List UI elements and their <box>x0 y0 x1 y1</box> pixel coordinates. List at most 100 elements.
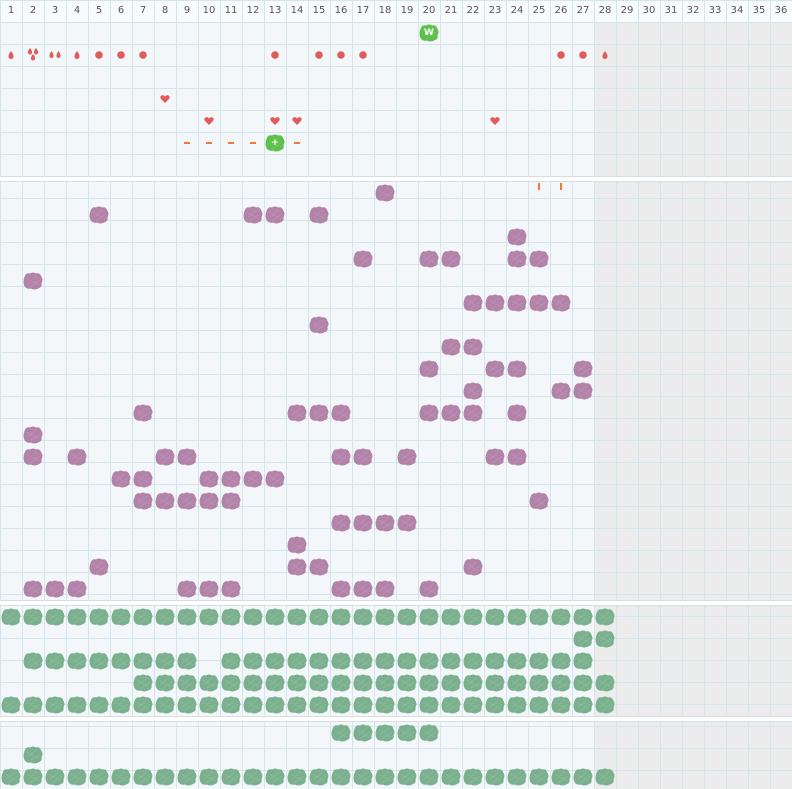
green-block[interactable] <box>484 650 506 672</box>
green-block[interactable] <box>110 766 132 788</box>
purple-block[interactable] <box>176 490 198 512</box>
green-block[interactable] <box>418 766 440 788</box>
green-block[interactable] <box>198 606 220 628</box>
green-block[interactable] <box>374 672 396 694</box>
green-block[interactable] <box>176 694 198 716</box>
green-block[interactable] <box>396 672 418 694</box>
green-block[interactable] <box>418 672 440 694</box>
purple-block[interactable] <box>286 534 308 556</box>
purple-block[interactable] <box>506 402 528 424</box>
purple-block[interactable] <box>198 578 220 600</box>
green-block[interactable] <box>154 694 176 716</box>
green-block[interactable] <box>198 694 220 716</box>
green-block[interactable] <box>66 766 88 788</box>
green-block[interactable] <box>440 766 462 788</box>
green-block[interactable] <box>242 606 264 628</box>
dot-marker[interactable] <box>330 44 352 66</box>
green-block[interactable] <box>286 650 308 672</box>
dot-marker[interactable] <box>308 44 330 66</box>
purple-block[interactable] <box>352 446 374 468</box>
purple-block[interactable] <box>550 380 572 402</box>
green-block[interactable] <box>418 694 440 716</box>
green-block[interactable] <box>110 694 132 716</box>
green-block[interactable] <box>484 766 506 788</box>
purple-block[interactable] <box>264 204 286 226</box>
purple-block[interactable] <box>462 380 484 402</box>
green-block[interactable] <box>110 606 132 628</box>
purple-block[interactable] <box>242 468 264 490</box>
dash-marker[interactable] <box>242 132 264 154</box>
green-block[interactable] <box>572 606 594 628</box>
dot-marker[interactable] <box>110 44 132 66</box>
purple-block[interactable] <box>220 578 242 600</box>
green-block[interactable] <box>154 766 176 788</box>
green-block[interactable] <box>594 672 616 694</box>
green-block[interactable] <box>550 606 572 628</box>
purple-block[interactable] <box>418 578 440 600</box>
drop-icon[interactable] <box>594 44 616 66</box>
green-block[interactable] <box>176 650 198 672</box>
green-block[interactable] <box>220 606 242 628</box>
green-block[interactable] <box>418 606 440 628</box>
green-block[interactable] <box>550 650 572 672</box>
green-block[interactable] <box>550 672 572 694</box>
green-block[interactable] <box>352 694 374 716</box>
purple-block[interactable] <box>176 578 198 600</box>
green-block[interactable] <box>462 672 484 694</box>
green-block[interactable] <box>550 694 572 716</box>
purple-block[interactable] <box>506 226 528 248</box>
purple-block[interactable] <box>374 512 396 534</box>
green-block[interactable] <box>154 606 176 628</box>
green-block[interactable] <box>242 650 264 672</box>
green-block[interactable] <box>44 766 66 788</box>
green-block[interactable] <box>220 766 242 788</box>
green-block[interactable] <box>308 606 330 628</box>
purple-block[interactable] <box>22 446 44 468</box>
green-block[interactable] <box>462 766 484 788</box>
purple-block[interactable] <box>286 556 308 578</box>
green-block[interactable] <box>286 606 308 628</box>
green-block[interactable] <box>44 694 66 716</box>
heart-icon[interactable] <box>198 110 220 132</box>
purple-block[interactable] <box>242 204 264 226</box>
green-block[interactable] <box>330 606 352 628</box>
green-block[interactable] <box>506 694 528 716</box>
purple-block[interactable] <box>22 270 44 292</box>
green-block[interactable] <box>264 650 286 672</box>
purple-block[interactable] <box>484 446 506 468</box>
purple-block[interactable] <box>22 424 44 446</box>
green-block[interactable] <box>264 766 286 788</box>
purple-block[interactable] <box>132 468 154 490</box>
drop-icon[interactable] <box>22 44 44 66</box>
purple-block[interactable] <box>374 578 396 600</box>
green-block[interactable] <box>506 766 528 788</box>
purple-block[interactable] <box>506 248 528 270</box>
dot-marker[interactable] <box>264 44 286 66</box>
green-block[interactable] <box>198 672 220 694</box>
green-block[interactable] <box>330 672 352 694</box>
purple-block[interactable] <box>462 556 484 578</box>
green-block[interactable] <box>220 672 242 694</box>
purple-block[interactable] <box>330 512 352 534</box>
purple-block[interactable] <box>220 490 242 512</box>
purple-block[interactable] <box>308 204 330 226</box>
green-block[interactable] <box>132 650 154 672</box>
green-block[interactable] <box>396 606 418 628</box>
green-block[interactable] <box>572 672 594 694</box>
green-block[interactable] <box>528 766 550 788</box>
purple-block[interactable] <box>308 402 330 424</box>
green-block[interactable] <box>418 722 440 744</box>
purple-block[interactable] <box>506 358 528 380</box>
green-block[interactable] <box>396 722 418 744</box>
purple-block[interactable] <box>330 578 352 600</box>
green-block[interactable] <box>176 606 198 628</box>
green-block[interactable] <box>528 694 550 716</box>
green-block[interactable] <box>462 650 484 672</box>
green-block[interactable] <box>374 722 396 744</box>
green-block[interactable] <box>572 628 594 650</box>
green-block[interactable] <box>0 606 22 628</box>
purple-block[interactable] <box>220 468 242 490</box>
purple-block[interactable] <box>176 446 198 468</box>
green-block[interactable] <box>308 766 330 788</box>
green-block[interactable] <box>88 650 110 672</box>
